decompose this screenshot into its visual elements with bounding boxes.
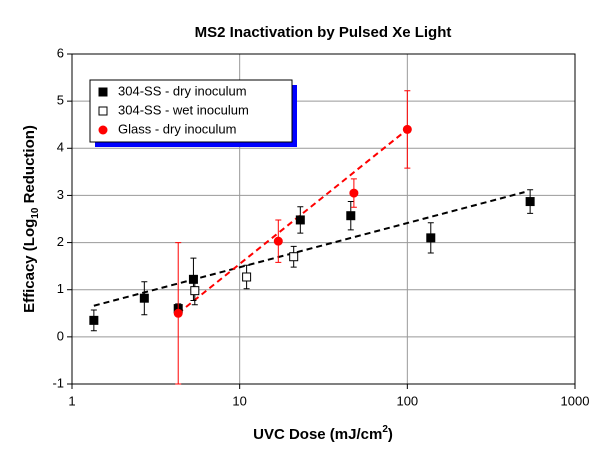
x-label-text: UVC Dose (mJ/cm [253,426,382,443]
marker [273,236,283,246]
series [190,245,299,306]
y-tick-label: 0 [57,328,64,343]
y-tick-label: 5 [57,93,64,108]
series [173,90,412,385]
x-tick-label: 100 [396,393,418,408]
marker [426,233,436,243]
plot-frame [71,53,576,385]
y-tick-label: 4 [57,140,64,155]
marker [295,215,305,225]
marker [139,293,149,303]
marker [190,286,200,296]
x-label-sup: 2 [382,424,388,435]
y-axis-label: Efficacy (Log10 Reduction) [21,125,41,313]
marker [525,197,535,207]
marker [289,252,299,262]
marker [173,308,183,318]
y-label-tail: Reduction) [21,125,38,208]
marker [349,188,359,198]
legend-label: 304-SS - wet inoculum [118,102,249,117]
y-tick-label: 6 [57,45,64,60]
y-tick-label: 2 [57,234,64,249]
legend-marker [98,106,108,116]
legend-box [89,79,293,143]
y-label-sub: 10 [30,207,41,219]
legend-marker [98,87,108,97]
legend: 304-SS - dry inoculum 304-SS - wet inocul… [89,79,297,147]
legend-label: Glass - dry inoculum [118,121,236,136]
marker [402,124,412,134]
chart-title: MS2 Inactivation by Pulsed Xe Light [195,24,452,41]
legend-label: 304-SS - dry inoculum [118,83,247,98]
marker [346,211,356,221]
legend-marker [98,125,108,135]
trend-line [177,128,408,315]
marker [188,274,198,284]
x-label-tail: ) [388,426,393,443]
trend-line [93,191,525,307]
x-tick-label: 10 [232,393,246,408]
x-tick-label: 1000 [561,393,590,408]
marker [242,272,252,282]
y-tick-label: 3 [57,187,64,202]
y-tick-label: -1 [52,375,64,390]
y-tick-label: 1 [57,281,64,296]
x-axis-label: UVC Dose (mJ/cm2) [253,424,393,443]
x-tick-label: 1 [68,393,75,408]
y-label-text: Efficacy (Log [21,219,38,313]
marker [89,315,99,325]
